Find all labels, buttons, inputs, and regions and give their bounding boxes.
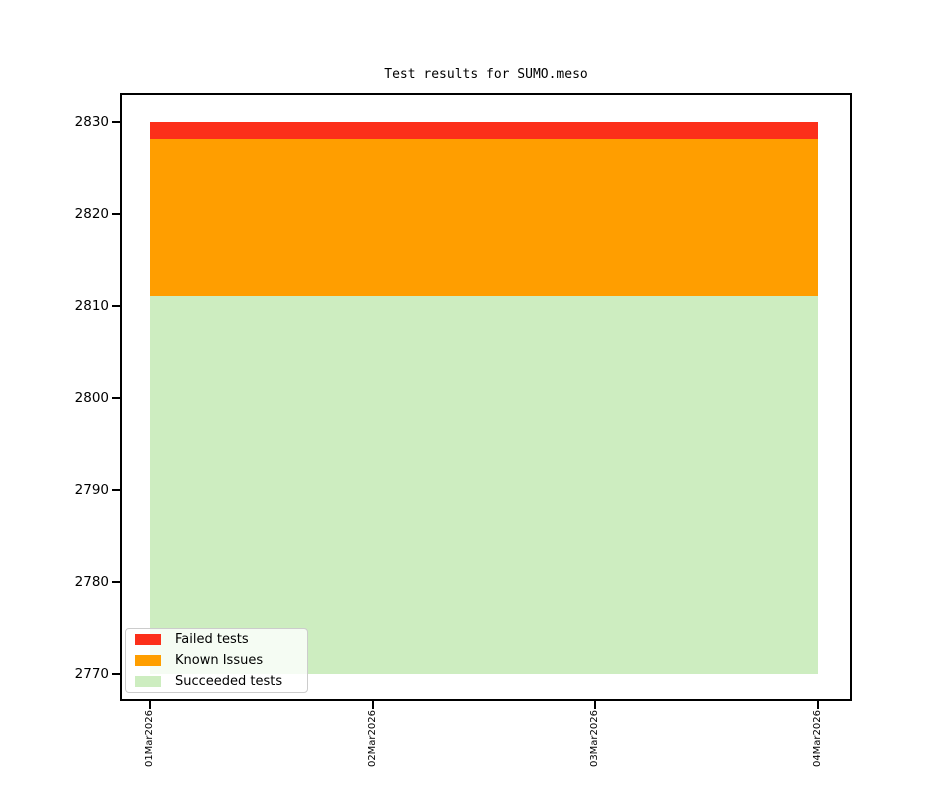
y-axis-tick-label: 2820 bbox=[74, 206, 109, 222]
legend: Failed tests Known Issues Succeeded test… bbox=[125, 628, 308, 693]
area-layer-succeeded-tests bbox=[150, 296, 818, 674]
x-axis-tick bbox=[149, 701, 151, 709]
y-axis-tick bbox=[112, 213, 120, 215]
y-axis-tick bbox=[112, 121, 120, 123]
legend-item-known-issues: Known Issues bbox=[135, 650, 298, 671]
chart-title: Test results for SUMO.meso bbox=[384, 67, 588, 82]
legend-item-failed-tests: Failed tests bbox=[135, 629, 298, 650]
x-axis-tick-label: 03Mar2026 bbox=[589, 710, 600, 768]
legend-label: Succeeded tests bbox=[175, 674, 283, 689]
y-axis-tick-label: 2830 bbox=[74, 114, 109, 130]
x-axis-tick bbox=[372, 701, 374, 709]
y-axis-tick bbox=[112, 305, 120, 307]
y-axis-tick-label: 2780 bbox=[74, 574, 109, 590]
y-axis-tick bbox=[112, 581, 120, 583]
area-layer-failed-tests bbox=[150, 122, 818, 139]
y-axis-tick-label: 2770 bbox=[74, 666, 109, 682]
legend-swatch-known-issues bbox=[135, 655, 161, 666]
x-axis-tick bbox=[817, 701, 819, 709]
x-axis-tick-label: 01Mar2026 bbox=[144, 710, 155, 768]
legend-item-succeeded-tests: Succeeded tests bbox=[135, 671, 298, 692]
x-axis-tick bbox=[594, 701, 596, 709]
y-axis-tick-label: 2800 bbox=[74, 390, 109, 406]
x-axis-tick-label: 04Mar2026 bbox=[812, 710, 823, 768]
area-layer-known-issues bbox=[150, 139, 818, 296]
legend-label: Failed tests bbox=[175, 632, 249, 647]
legend-label: Known Issues bbox=[175, 653, 264, 668]
y-axis-tick bbox=[112, 489, 120, 491]
y-axis-tick-label: 2790 bbox=[74, 482, 109, 498]
plot-area bbox=[120, 93, 852, 701]
y-axis-tick-label: 2810 bbox=[74, 298, 109, 314]
y-axis-tick bbox=[112, 673, 120, 675]
legend-swatch-succeeded-tests bbox=[135, 676, 161, 687]
legend-swatch-failed-tests bbox=[135, 634, 161, 645]
x-axis-tick-label: 02Mar2026 bbox=[367, 710, 378, 768]
y-axis-tick bbox=[112, 397, 120, 399]
